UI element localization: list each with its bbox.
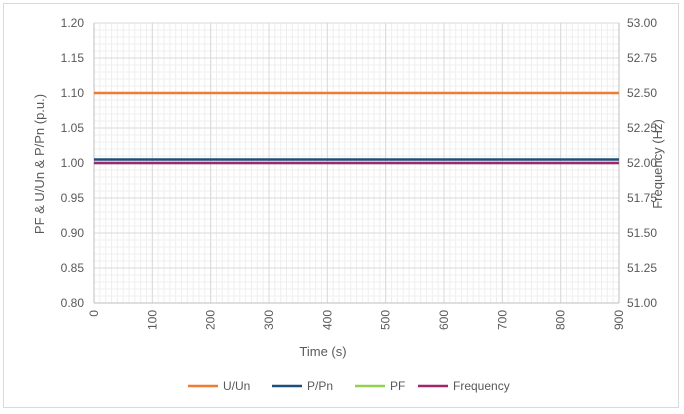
x-tick-label: 500 bbox=[379, 310, 393, 330]
x-tick-label: 0 bbox=[87, 310, 101, 317]
y-axis-title: PF & U/Un & P/Pn (p.u.) bbox=[32, 94, 47, 234]
y-tick-label: 1.20 bbox=[61, 16, 85, 30]
y2-axis-title: Frequency (Hz) bbox=[650, 119, 665, 209]
y2-tick-label: 52.50 bbox=[627, 86, 657, 100]
x-tick-label: 200 bbox=[204, 310, 218, 330]
x-tick-label: 600 bbox=[437, 310, 451, 330]
y2-tick-label: 53.00 bbox=[627, 16, 657, 30]
tick-labels: 0.80 0.85 0.90 0.95 1.00 1.05 1.10 1.15 1.20 51.0… bbox=[61, 16, 658, 330]
y-tick-label: 0.80 bbox=[61, 296, 85, 310]
y-tick-label: 1.15 bbox=[61, 51, 85, 65]
y2-tick-label: 52.75 bbox=[627, 51, 657, 65]
y2-tick-label: 51.25 bbox=[627, 261, 657, 275]
y-tick-label: 1.00 bbox=[61, 156, 85, 170]
x-tick-label: 900 bbox=[612, 310, 626, 330]
y2-tick-label: 52.25 bbox=[627, 121, 657, 135]
legend-label: U/Un bbox=[223, 379, 250, 393]
x-tick-label: 400 bbox=[320, 310, 334, 330]
line-chart: 0.80 0.85 0.90 0.95 1.00 1.05 1.10 1.15 1.20 51.0… bbox=[32, 16, 665, 393]
y2-tick-label: 51.50 bbox=[627, 226, 657, 240]
series-layer bbox=[94, 91, 619, 165]
y-tick-label: 0.95 bbox=[61, 191, 85, 205]
legend-label: PF bbox=[390, 379, 405, 393]
y-tick-label: 0.90 bbox=[61, 226, 85, 240]
x-tick-label: 100 bbox=[145, 310, 159, 330]
y2-tick-label: 52.00 bbox=[627, 156, 657, 170]
legend-label: P/Pn bbox=[307, 379, 333, 393]
legend: U/Un P/Pn PF Frequency bbox=[188, 379, 510, 393]
y-tick-label: 0.85 bbox=[61, 261, 85, 275]
x-tick-label: 300 bbox=[262, 310, 276, 330]
x-axis-title: Time (s) bbox=[299, 344, 346, 359]
x-tick-label: 700 bbox=[495, 310, 509, 330]
x-tick-label: 800 bbox=[554, 310, 568, 330]
y2-tick-label: 51.00 bbox=[627, 296, 657, 310]
y2-tick-label: 51.75 bbox=[627, 191, 657, 205]
y-tick-label: 1.05 bbox=[61, 121, 85, 135]
legend-label: Frequency bbox=[453, 379, 510, 393]
y-tick-label: 1.10 bbox=[61, 86, 85, 100]
chart-frame: 0.80 0.85 0.90 0.95 1.00 1.05 1.10 1.15 1.20 51.0… bbox=[3, 3, 679, 408]
